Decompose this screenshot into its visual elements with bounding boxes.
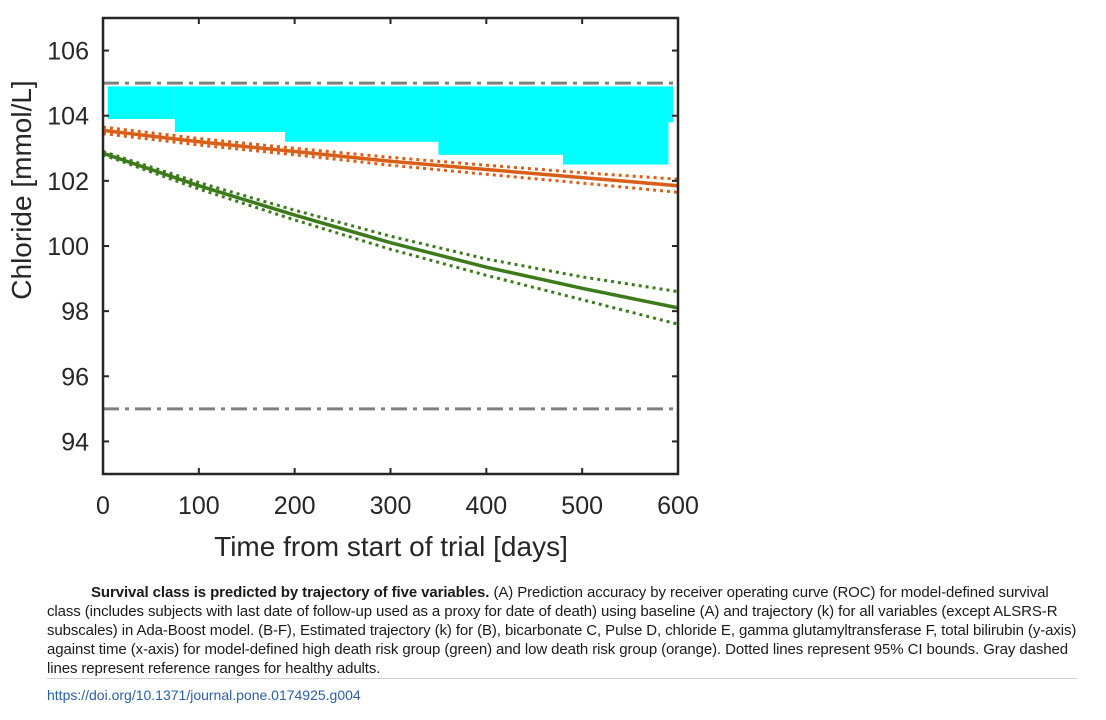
x-tick-label: 300 (370, 492, 412, 520)
series-1-ci-upper-line (102, 150, 679, 294)
caption-divider (47, 678, 1077, 679)
ticks-layer: 0 100 200 300 400 500 600 94 96 98 100 102 104 106 (47, 18, 699, 520)
caption-title: Survival class is predicted by trajector… (91, 584, 490, 601)
reference-band-segment-5 (668, 86, 674, 123)
x-tick-label: 500 (561, 492, 603, 520)
series-1-ci-lower-line (102, 153, 679, 326)
y-tick-label: 94 (61, 428, 89, 456)
x-tick-label: 100 (178, 492, 220, 520)
x-tick-label: 0 (96, 492, 110, 520)
y-tick-label: 106 (47, 38, 89, 66)
chloride-chart: 0 100 200 300 400 500 600 94 96 98 100 102 104 106 Ti… (6, 16, 699, 562)
y-tick-label: 102 (47, 168, 89, 196)
doi-link[interactable]: https://doi.org/10.1371/journal.pone.017… (47, 687, 361, 703)
series-1-line (102, 151, 679, 310)
y-tick-label: 96 (61, 363, 89, 391)
reference-band-segment-0 (107, 86, 175, 119)
series-0-ci-lower-line (102, 132, 679, 194)
x-tick-label: 400 (465, 492, 507, 520)
x-axis-title: Time from start of trial [days] (214, 531, 568, 562)
reference-band-segment-4 (563, 86, 669, 165)
series-0-ci-upper-line (102, 125, 679, 181)
reference-band-segment-2 (285, 86, 439, 142)
series-layer (102, 125, 679, 326)
reference-band-segment-1 (174, 86, 286, 132)
y-axis-title: Chloride [mmol/L] (6, 80, 37, 299)
series-0-line (102, 128, 679, 188)
y-tick-label: 98 (61, 298, 89, 326)
reference-band-segment-3 (438, 86, 563, 155)
caption-body: (A) Prediction accuracy by receiver oper… (47, 584, 1077, 677)
y-tick-label: 100 (47, 233, 89, 261)
y-tick-label: 104 (47, 103, 89, 131)
x-tick-label: 200 (274, 492, 316, 520)
reference-band-layer (107, 86, 674, 165)
x-tick-label: 600 (657, 492, 699, 520)
figure-caption: Survival class is predicted by trajector… (47, 583, 1077, 678)
